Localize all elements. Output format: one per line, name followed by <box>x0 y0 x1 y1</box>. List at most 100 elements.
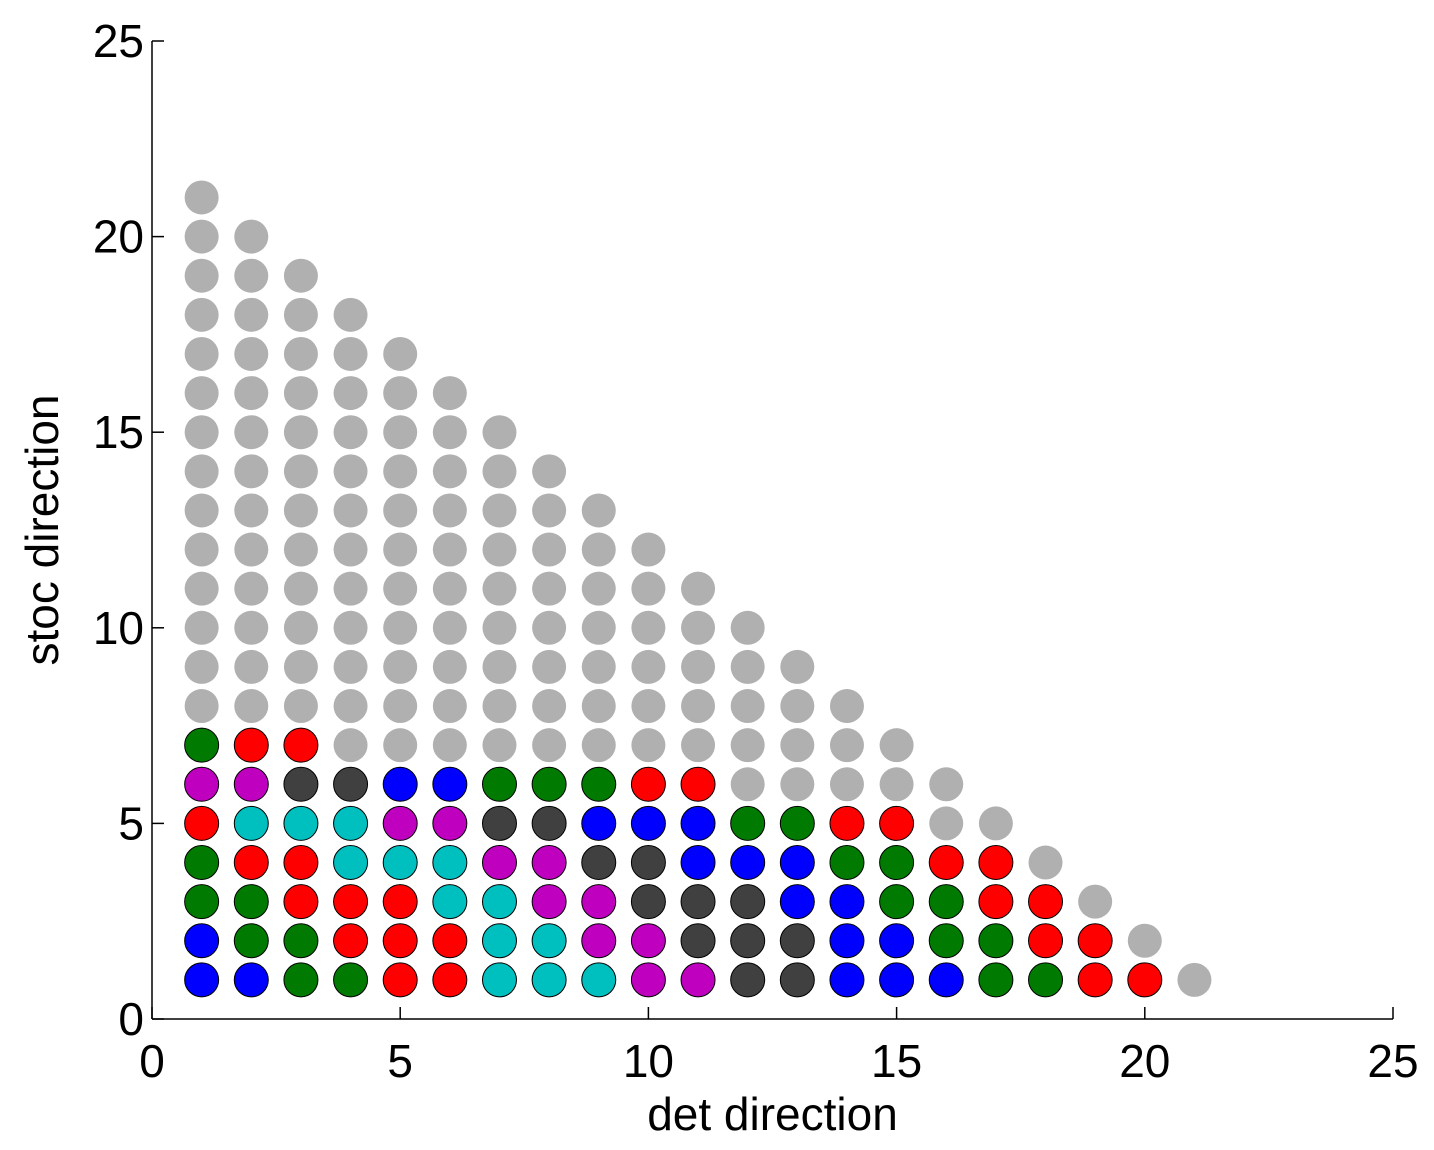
scatter-point-blue <box>184 962 220 998</box>
scatter-point-gray <box>184 454 219 489</box>
scatter-point-dark <box>730 884 766 920</box>
scatter-point-gray <box>482 689 517 724</box>
scatter-point-blue <box>630 805 666 841</box>
scatter-point-gray <box>234 258 269 293</box>
scatter-point-dark <box>680 884 716 920</box>
scatter-point-magenta <box>481 845 517 881</box>
scatter-point-gray <box>730 649 765 684</box>
scatter-point-cyan <box>283 805 319 841</box>
scatter-point-gray <box>234 376 269 411</box>
scatter-point-gray <box>184 297 219 332</box>
scatter-point-red <box>432 923 468 959</box>
scatter-point-green <box>879 884 915 920</box>
scatter-point-gray <box>631 532 666 567</box>
scatter-point-red <box>630 766 666 802</box>
scatter-point-gray <box>283 532 318 567</box>
scatter-point-gray <box>333 376 368 411</box>
scatter-point-gray <box>333 336 368 371</box>
scatter-point-blue <box>829 962 865 998</box>
scatter-point-dark <box>630 845 666 881</box>
scatter-point-blue <box>184 923 220 959</box>
scatter-point-gray <box>234 219 269 254</box>
scatter-point-magenta <box>184 766 220 802</box>
scatter-point-dark <box>581 845 617 881</box>
scatter-point-magenta <box>630 962 666 998</box>
scatter-point-red <box>283 845 319 881</box>
scatter-point-gray <box>730 610 765 645</box>
y-tick-label: 10 <box>93 602 144 654</box>
scatter-point-red <box>1028 923 1064 959</box>
scatter-point-dark <box>779 962 815 998</box>
scatter-point-gray <box>829 728 864 763</box>
scatter-point-gray <box>184 258 219 293</box>
scatter-point-gray <box>283 454 318 489</box>
scatter-point-gray <box>184 415 219 450</box>
axes <box>151 40 1394 1020</box>
scatter-point-blue <box>680 805 716 841</box>
y-tick-label: 15 <box>93 406 144 458</box>
scatter-point-red <box>978 845 1014 881</box>
scatter-point-gray <box>532 610 567 645</box>
scatter-point-magenta <box>531 845 567 881</box>
scatter-point-gray <box>333 297 368 332</box>
scatter-point-dark <box>779 923 815 959</box>
scatter-point-magenta <box>432 805 468 841</box>
scatter-point-red <box>928 845 964 881</box>
x-tick-label: 10 <box>623 1035 674 1087</box>
scatter-point-gray <box>184 532 219 567</box>
scatter-marks <box>184 180 1212 998</box>
scatter-point-gray <box>283 336 318 371</box>
scatter-point-red <box>1077 923 1113 959</box>
scatter-point-red <box>283 884 319 920</box>
scatter-point-gray <box>432 532 467 567</box>
scatter-point-gray <box>581 532 616 567</box>
scatter-point-blue <box>680 845 716 881</box>
x-tick-label: 0 <box>139 1035 165 1087</box>
scatter-point-gray <box>1177 962 1212 997</box>
scatter-point-green <box>481 766 517 802</box>
scatter-point-gray <box>234 649 269 684</box>
scatter-point-gray <box>234 415 269 450</box>
scatter-point-red <box>1127 962 1163 998</box>
scatter-point-red <box>382 923 418 959</box>
x-tick-label: 15 <box>871 1035 922 1087</box>
scatter-point-gray <box>978 806 1013 841</box>
scatter-point-gray <box>333 728 368 763</box>
scatter-point-gray <box>482 532 517 567</box>
y-tick-label: 0 <box>118 993 144 1045</box>
y-tick-label: 5 <box>118 797 144 849</box>
scatter-point-green <box>184 845 220 881</box>
scatter-point-gray <box>482 454 517 489</box>
scatter-point-dark <box>730 923 766 959</box>
scatter-point-gray <box>730 728 765 763</box>
scatter-point-gray <box>234 532 269 567</box>
scatter-point-gray <box>283 649 318 684</box>
scatter-point-cyan <box>481 884 517 920</box>
scatter-point-gray <box>234 297 269 332</box>
scatter-point-gray <box>333 689 368 724</box>
scatter-point-gray <box>184 180 219 215</box>
scatter-point-red <box>978 884 1014 920</box>
scatter-point-blue <box>779 884 815 920</box>
scatter-point-gray <box>234 689 269 724</box>
scatter-point-red <box>1077 962 1113 998</box>
scatter-point-red <box>233 845 269 881</box>
tick-labels: 0 5 10 15 20 25 0 5 10 15 20 25 <box>93 15 1419 1087</box>
scatter-point-red <box>829 805 865 841</box>
scatter-point-gray <box>283 493 318 528</box>
scatter-point-gray <box>532 493 567 528</box>
scatter-point-gray <box>482 493 517 528</box>
scatter-point-gray <box>234 571 269 606</box>
scatter-point-gray <box>333 571 368 606</box>
scatter-point-gray <box>432 571 467 606</box>
scatter-point-red <box>382 962 418 998</box>
scatter-point-green <box>879 845 915 881</box>
scatter-point-magenta <box>581 884 617 920</box>
scatter-point-gray <box>482 610 517 645</box>
scatter-point-gray <box>383 689 418 724</box>
scatter-point-gray <box>184 493 219 528</box>
scatter-point-gray <box>234 610 269 645</box>
scatter-point-gray <box>532 532 567 567</box>
y-axis-label: stoc direction <box>16 394 68 665</box>
